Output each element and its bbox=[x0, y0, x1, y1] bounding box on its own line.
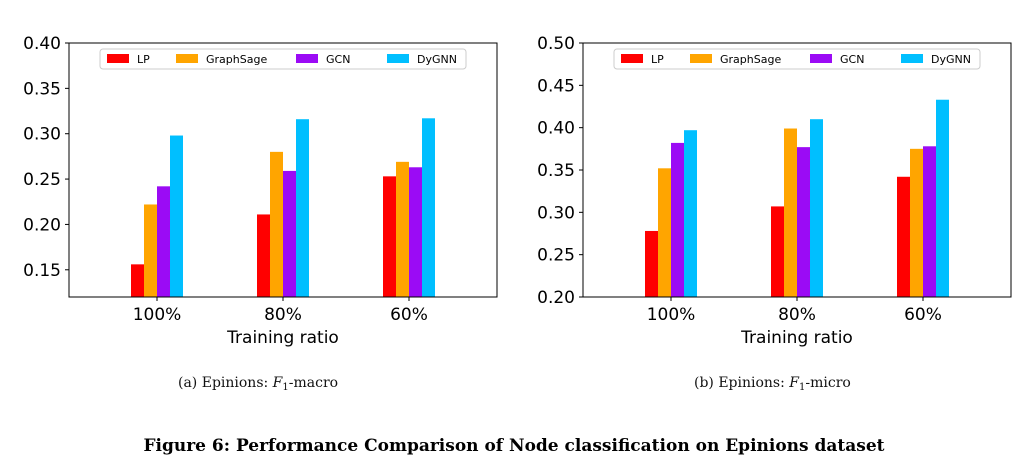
micro-bar-lp-0 bbox=[645, 230, 658, 297]
caption-macro-f: F bbox=[272, 375, 283, 391]
micro-ytick-label-1: 0.25 bbox=[537, 246, 575, 266]
macro-xtick-label-0: 100% bbox=[133, 305, 182, 325]
macro-ytick-label-3: 0.30 bbox=[23, 125, 61, 145]
macro-legend-label-dygnn: DyGNN bbox=[417, 53, 457, 66]
micro-legend-label-graphsage: GraphSage bbox=[720, 53, 781, 66]
macro-legend-swatch-lp bbox=[107, 54, 129, 63]
micro-bar-gcn-0 bbox=[671, 142, 684, 297]
macro-bar-lp-2 bbox=[383, 176, 396, 297]
micro-legend-box bbox=[613, 48, 981, 70]
micro-bar-graphsage-0 bbox=[658, 168, 671, 297]
caption-macro-sub: 1 bbox=[282, 382, 289, 393]
micro-legend-swatch-graphsage bbox=[690, 54, 712, 63]
macro-bar-gcn-1 bbox=[283, 170, 296, 297]
micro-ytick-label-4: 0.40 bbox=[537, 119, 575, 139]
macro-ytick-label-0: 0.15 bbox=[23, 261, 61, 281]
micro-bar-dygnn-2 bbox=[936, 99, 949, 297]
caption-macro: (a) Epinions: F1-macro bbox=[178, 375, 338, 393]
macro-ytick-label-2: 0.25 bbox=[23, 170, 61, 190]
micro-bar-lp-1 bbox=[771, 206, 784, 297]
macro-bar-graphsage-2 bbox=[396, 161, 409, 297]
macro-legend-swatch-gcn bbox=[296, 54, 318, 63]
macro-bar-gcn-0 bbox=[157, 186, 170, 297]
macro-bar-lp-1 bbox=[257, 214, 270, 297]
micro-bar-graphsage-1 bbox=[784, 128, 797, 297]
micro-legend-label-lp: LP bbox=[651, 53, 664, 66]
micro-legend: LP GraphSage GCN DyGNN bbox=[613, 48, 981, 70]
micro-ytick-label-6: 0.50 bbox=[537, 34, 575, 54]
caption-micro: (b) Epinions: F1-micro bbox=[694, 375, 851, 393]
micro-legend-label-gcn: GCN bbox=[840, 53, 864, 66]
macro-legend-label-gcn: GCN bbox=[326, 53, 350, 66]
micro-legend-swatch-dygnn bbox=[901, 54, 923, 63]
micro-bar-graphsage-2 bbox=[910, 148, 923, 297]
caption-micro-suffix: -micro bbox=[805, 375, 851, 391]
micro-ytick-label-3: 0.35 bbox=[537, 161, 575, 181]
micro-xlabel: Training ratio bbox=[740, 328, 853, 348]
micro-bar-gcn-1 bbox=[797, 147, 810, 297]
micro-legend-swatch-gcn bbox=[810, 54, 832, 63]
macro-ytick-label-1: 0.20 bbox=[23, 215, 61, 235]
figure-title: Figure 6: Performance Comparison of Node… bbox=[143, 436, 885, 456]
caption-micro-sub: 1 bbox=[799, 382, 806, 393]
macro-ytick-label-4: 0.35 bbox=[23, 79, 61, 99]
micro-bar-lp-2 bbox=[897, 176, 910, 297]
caption-macro-suffix: -macro bbox=[288, 375, 339, 391]
micro-bar-dygnn-1 bbox=[810, 119, 823, 297]
micro-bar-gcn-2 bbox=[923, 146, 936, 297]
micro-ytick-label-0: 0.20 bbox=[537, 288, 575, 308]
macro-bar-dygnn-1 bbox=[296, 119, 309, 297]
macro-legend-label-graphsage: GraphSage bbox=[206, 53, 267, 66]
micro-ytick-label-5: 0.45 bbox=[537, 76, 575, 96]
caption-micro-prefix: (b) Epinions: bbox=[694, 375, 790, 391]
macro-bar-dygnn-2 bbox=[422, 118, 435, 298]
micro-xtick-label-0: 100% bbox=[647, 305, 696, 325]
macro-legend-box bbox=[99, 48, 467, 70]
macro-xtick-label-1: 80% bbox=[264, 305, 302, 325]
macro-bar-dygnn-0 bbox=[170, 135, 183, 297]
macro-legend: LP GraphSage GCN DyGNN bbox=[99, 48, 467, 70]
macro-legend-swatch-dygnn bbox=[387, 54, 409, 63]
micro-xtick-label-1: 80% bbox=[778, 305, 816, 325]
macro-xtick-label-2: 60% bbox=[390, 305, 428, 325]
micro-legend-label-dygnn: DyGNN bbox=[931, 53, 971, 66]
macro-bar-graphsage-1 bbox=[270, 151, 283, 297]
caption-micro-f: F bbox=[789, 375, 800, 391]
macro-bar-gcn-2 bbox=[409, 167, 422, 297]
micro-xtick-label-2: 60% bbox=[904, 305, 942, 325]
macro-bar-lp-0 bbox=[131, 264, 144, 297]
macro-bar-graphsage-0 bbox=[144, 204, 157, 297]
chart-macro: 0.15 0.20 0.25 0.30 0.35 0.40 100% 80% 60% Traini… bbox=[23, 34, 498, 348]
chart-micro: 0.20 0.25 0.30 0.35 0.40 0.45 0.50 100% 80% 60% Tr… bbox=[537, 34, 1012, 348]
micro-ytick-label-2: 0.30 bbox=[537, 203, 575, 223]
micro-legend-swatch-lp bbox=[621, 54, 643, 63]
macro-legend-swatch-graphsage bbox=[176, 54, 198, 63]
caption-macro-prefix: (a) Epinions: bbox=[178, 375, 273, 391]
macro-ytick-label-5: 0.40 bbox=[23, 34, 61, 54]
macro-legend-label-lp: LP bbox=[137, 53, 150, 66]
micro-bar-dygnn-0 bbox=[684, 130, 697, 297]
macro-xlabel: Training ratio bbox=[226, 328, 339, 348]
